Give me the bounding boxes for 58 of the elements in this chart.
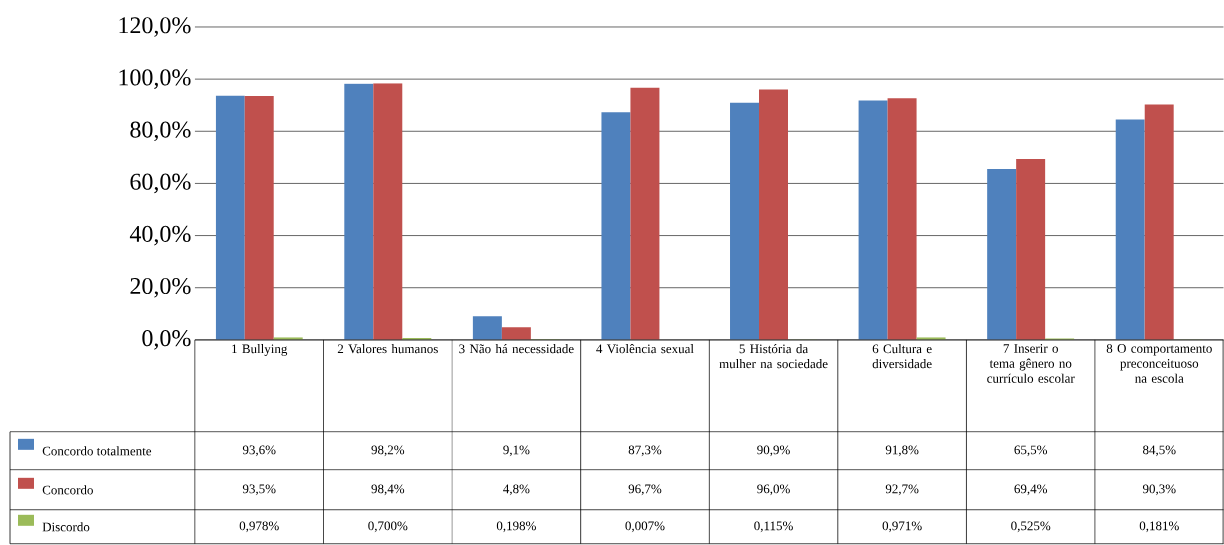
x-tick-label: 7 Inserir o tema gênero no currículo escolar	[987, 344, 1075, 383]
data-label: 93,5%	[242, 484, 276, 496]
y-tick-label: 0,0%	[142, 330, 191, 350]
bar	[1144, 104, 1174, 340]
bar	[601, 112, 631, 340]
data-label: 0,181%	[1139, 521, 1179, 533]
bar	[630, 87, 660, 340]
bar	[1115, 119, 1145, 340]
y-tick-label: 100,0%	[119, 69, 191, 90]
x-tick-label: 8 O comportamento preconceituoso na escola	[1106, 344, 1212, 383]
x-tick-label: 1 Bullying	[232, 344, 288, 356]
data-label: 96,7%	[628, 484, 662, 496]
data-label: 92,7%	[885, 484, 919, 496]
data-label: 96,0%	[757, 484, 790, 496]
data-label: 69,4%	[1014, 484, 1048, 496]
bar	[501, 327, 531, 340]
data-label: 84,5%	[1143, 445, 1176, 457]
data-label: 0,115%	[754, 521, 793, 533]
bar	[344, 83, 374, 340]
bar	[244, 96, 274, 340]
y-tick-label: 40,0%	[129, 225, 191, 246]
data-label: 98,2%	[371, 445, 405, 457]
legend-label: Discordo	[42, 522, 90, 532]
x-tick-label: 4 Violência sexual	[596, 344, 694, 354]
bar	[759, 89, 788, 340]
x-tick-label: 5 História da mulher na sociedade	[719, 344, 828, 369]
data-label: 0,198%	[496, 521, 536, 533]
y-tick-label: 20,0%	[130, 277, 191, 298]
bar	[373, 83, 403, 340]
bar	[1016, 159, 1046, 340]
y-tick-label: 60,0%	[130, 173, 191, 194]
data-label: 0,007%	[625, 521, 665, 533]
data-label: 87,3%	[628, 445, 662, 457]
data-label: 0,978%	[239, 521, 279, 533]
data-label: 93,6%	[242, 445, 276, 457]
data-label: 98,4%	[371, 484, 405, 496]
bar	[215, 95, 245, 340]
data-label: 0,971%	[882, 521, 922, 533]
x-tick-label: 6 Cultura e diversidade	[872, 344, 932, 369]
data-label: 0,525%	[1011, 521, 1051, 533]
bar	[472, 316, 502, 340]
data-label: 9,1%	[503, 445, 530, 457]
legend-label: Concordo totalmente	[42, 446, 152, 456]
bar	[987, 169, 1017, 340]
bar	[730, 102, 760, 340]
data-label: 4,8%	[503, 484, 530, 496]
y-tick-label: 120,0%	[119, 17, 191, 37]
data-label: 90,3%	[1142, 484, 1176, 496]
legend-label: Concordo	[42, 485, 93, 495]
data-label: 90,9%	[757, 445, 790, 457]
data-label: 0,700%	[368, 521, 408, 533]
data-label: 65,5%	[1014, 445, 1048, 457]
bar	[887, 98, 917, 340]
bar	[858, 100, 888, 340]
x-tick-label: 3 Não há necessidade	[459, 344, 574, 354]
y-tick-label: 80,0%	[130, 121, 191, 142]
data-label: 91,8%	[885, 445, 919, 457]
x-tick-label: 2 Valores humanos	[337, 344, 438, 354]
